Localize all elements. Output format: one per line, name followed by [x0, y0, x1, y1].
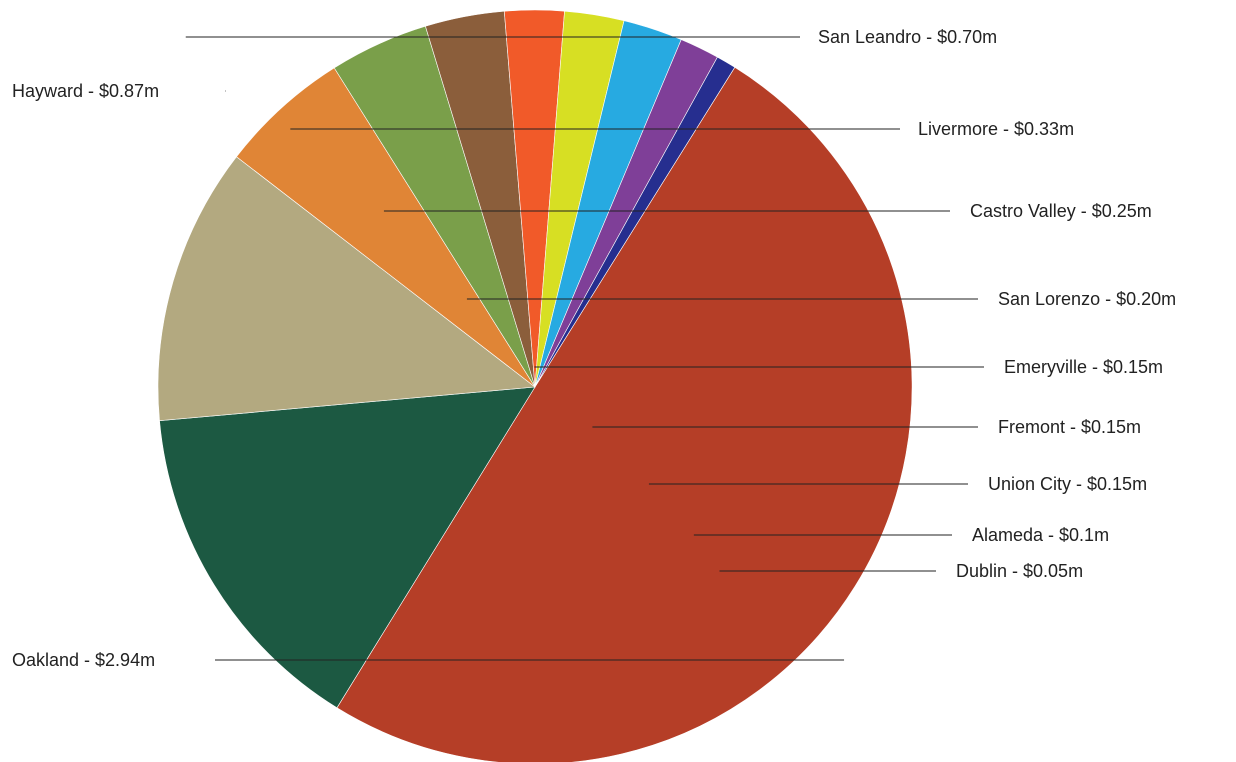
slice-label-san-lorenzo: San Lorenzo - $0.20m	[998, 289, 1176, 309]
slice-label-union-city: Union City - $0.15m	[988, 474, 1147, 494]
slice-label-castro-valley: Castro Valley - $0.25m	[970, 201, 1152, 221]
pie-slice-livermore	[236, 67, 536, 388]
pie-slices	[157, 9, 913, 762]
pie-slice-oakland	[336, 66, 913, 762]
slice-label-emeryville: Emeryville - $0.15m	[1004, 357, 1163, 377]
pie-slice-dublin	[534, 56, 736, 388]
slice-label-hayward: Hayward - $0.87m	[12, 81, 159, 101]
pie-slice-hayward	[159, 386, 536, 709]
leader-lines	[185, 36, 984, 661]
slice-label-san-leandro: San Leandro - $0.70m	[818, 27, 997, 47]
slice-label-fremont: Fremont - $0.15m	[998, 417, 1141, 437]
pie-slice-san-leandro	[157, 156, 536, 422]
slice-label-alameda: Alameda - $0.1m	[972, 525, 1109, 545]
slice-label-oakland: Oakland - $2.94m	[12, 650, 155, 670]
slice-label-dublin: Dublin - $0.05m	[956, 561, 1083, 581]
slice-label-livermore: Livermore - $0.33m	[918, 119, 1074, 139]
slice-labels: Oakland - $2.94m Hayward - $0.87m San Lean…	[12, 27, 1176, 670]
